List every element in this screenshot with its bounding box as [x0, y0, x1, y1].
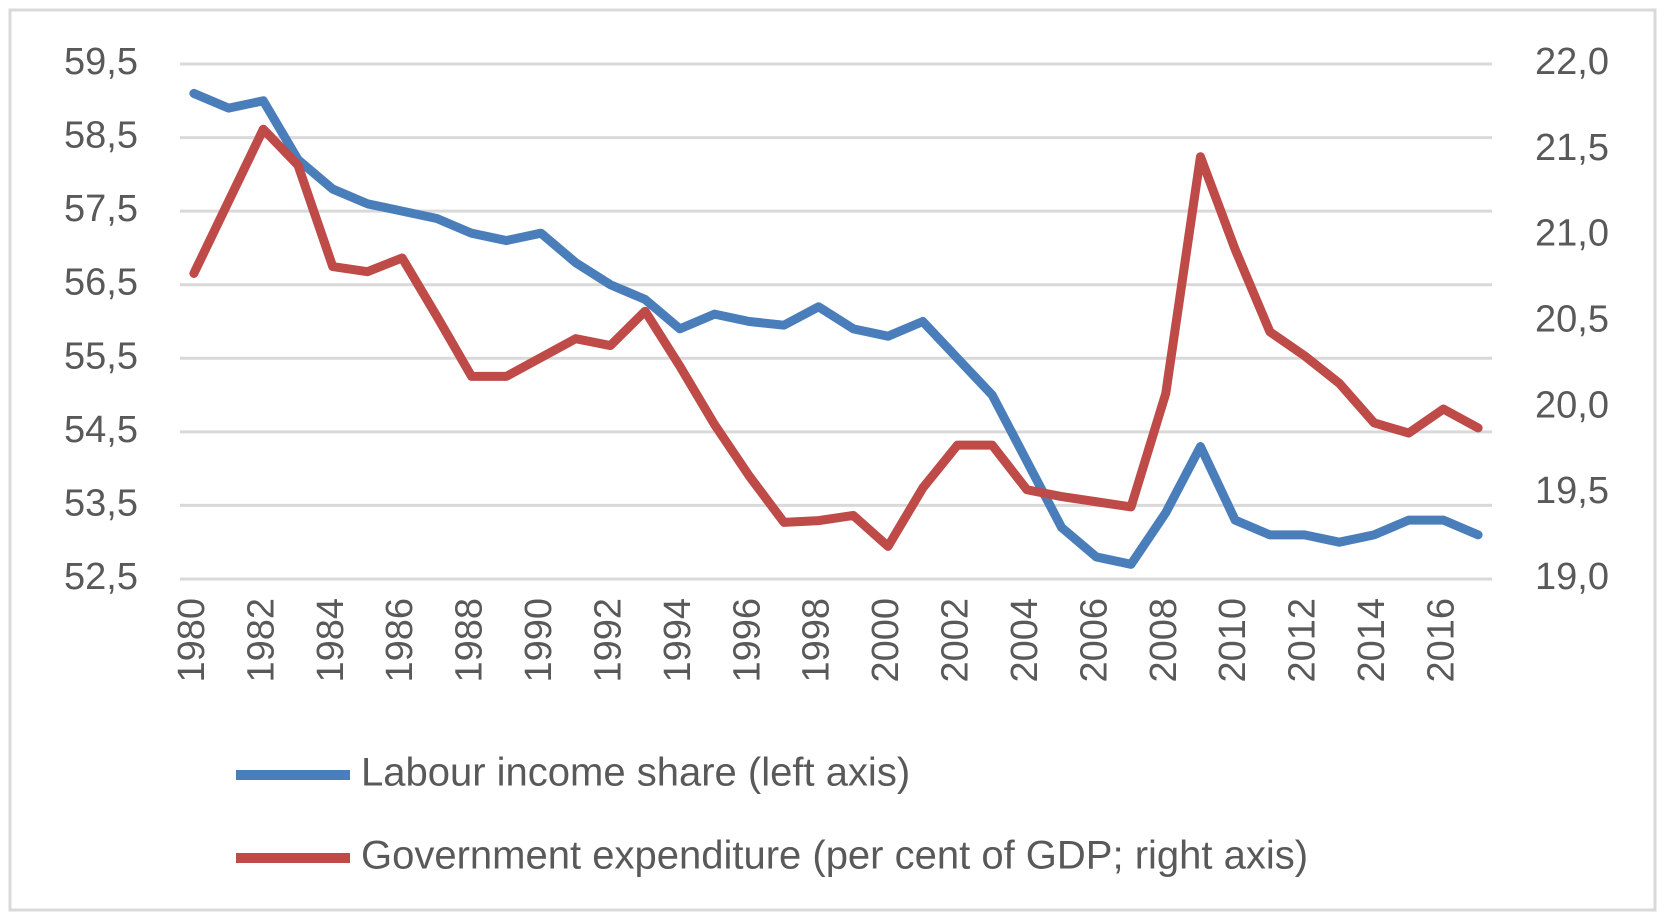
y-tick-label: 58,5 — [64, 115, 138, 157]
x-tick-label: 2016 — [1420, 598, 1462, 683]
x-tick-label: 1980 — [171, 598, 213, 683]
x-tick-label: 1996 — [726, 598, 768, 683]
y2-tick-label: 21,0 — [1535, 213, 1609, 255]
y2-tick-label: 19,5 — [1535, 470, 1609, 512]
x-tick-label: 1988 — [449, 598, 491, 683]
y-tick-label: 57,5 — [64, 188, 138, 230]
x-tick-label: 2014 — [1351, 598, 1393, 683]
x-tick-label: 1984 — [310, 598, 352, 683]
x-tick-label: 1986 — [379, 598, 421, 683]
y2-tick-label: 21,5 — [1535, 127, 1609, 169]
x-tick-label: 2010 — [1212, 598, 1254, 683]
legend-label: Government expenditure (per cent of GDP;… — [361, 834, 1308, 878]
y-tick-label: 56,5 — [64, 262, 138, 304]
y-tick-label: 52,5 — [64, 556, 138, 598]
chart-frame — [8, 8, 1657, 912]
x-tick-label: 1994 — [657, 598, 699, 683]
y-tick-label: 59,5 — [64, 41, 138, 83]
legend: Labour income share (left axis) Governme… — [236, 751, 1308, 878]
y-tick-label: 54,5 — [64, 409, 138, 451]
legend-label: Labour income share (left axis) — [361, 751, 910, 795]
x-tick-label: 1992 — [587, 598, 629, 683]
x-tick-label: 1990 — [518, 598, 560, 683]
y2-tick-label: 19,0 — [1535, 556, 1609, 598]
y-tick-label: 55,5 — [64, 335, 138, 377]
x-tick-label: 2012 — [1282, 598, 1324, 683]
series-line — [189, 88, 1483, 569]
y-tick-label: 53,5 — [64, 482, 138, 524]
x-tick-label: 2002 — [935, 598, 977, 683]
y2-tick-label: 20,5 — [1535, 299, 1609, 341]
series-line — [189, 124, 1483, 551]
y2-tick-label: 20,0 — [1535, 384, 1609, 426]
x-tick-label: 2006 — [1073, 598, 1115, 683]
y2-tick-label: 22,0 — [1535, 41, 1609, 83]
x-tick-label: 2004 — [1004, 598, 1046, 683]
x-tick-label: 1982 — [240, 598, 282, 683]
x-tick-label: 2000 — [865, 598, 907, 683]
x-tick-label: 2008 — [1143, 598, 1185, 683]
x-tick-label: 1998 — [796, 598, 838, 683]
